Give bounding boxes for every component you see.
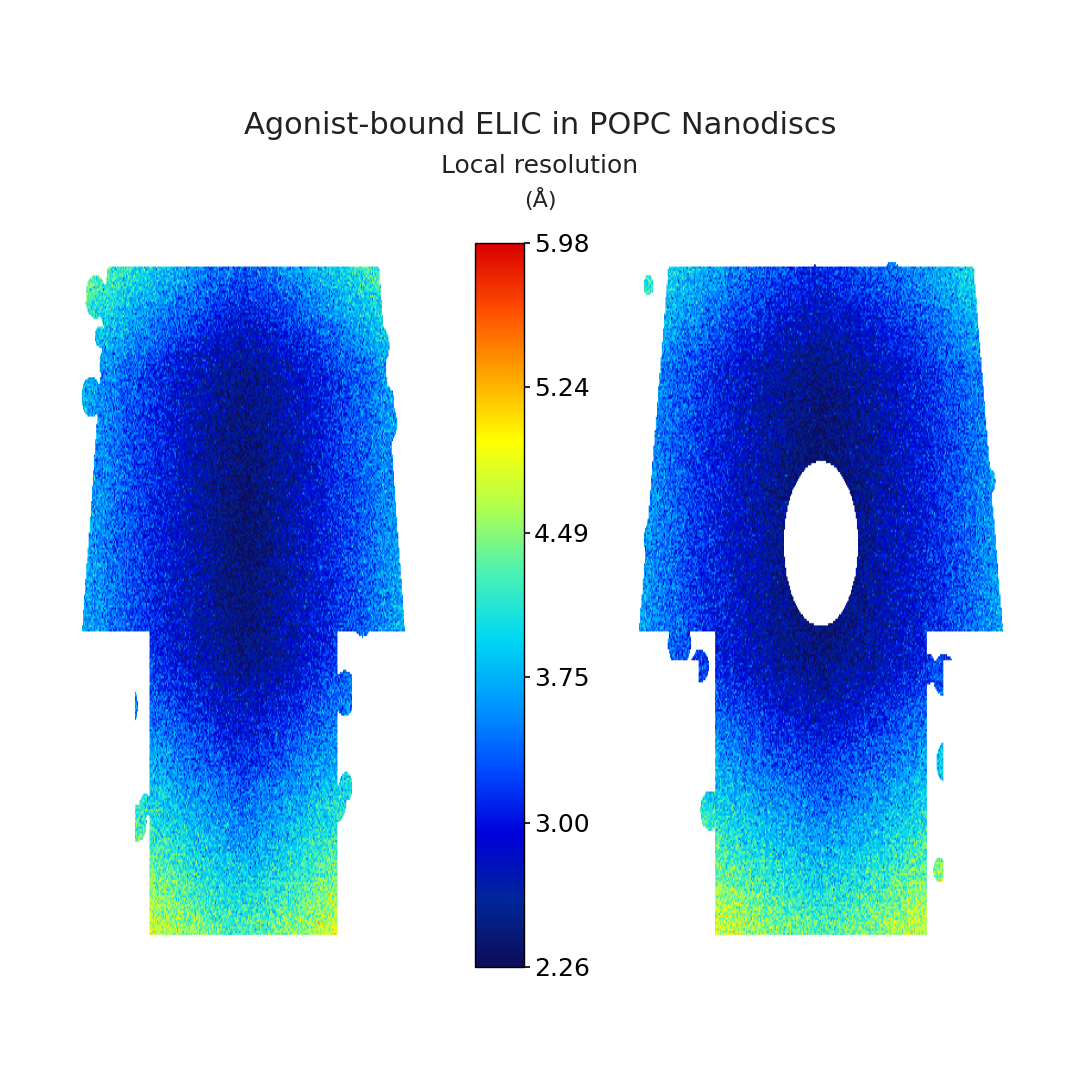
Text: Agonist-bound ELIC in POPC Nanodiscs: Agonist-bound ELIC in POPC Nanodiscs [244, 111, 836, 140]
Text: (Å): (Å) [524, 188, 556, 211]
Text: Local resolution: Local resolution [442, 154, 638, 178]
